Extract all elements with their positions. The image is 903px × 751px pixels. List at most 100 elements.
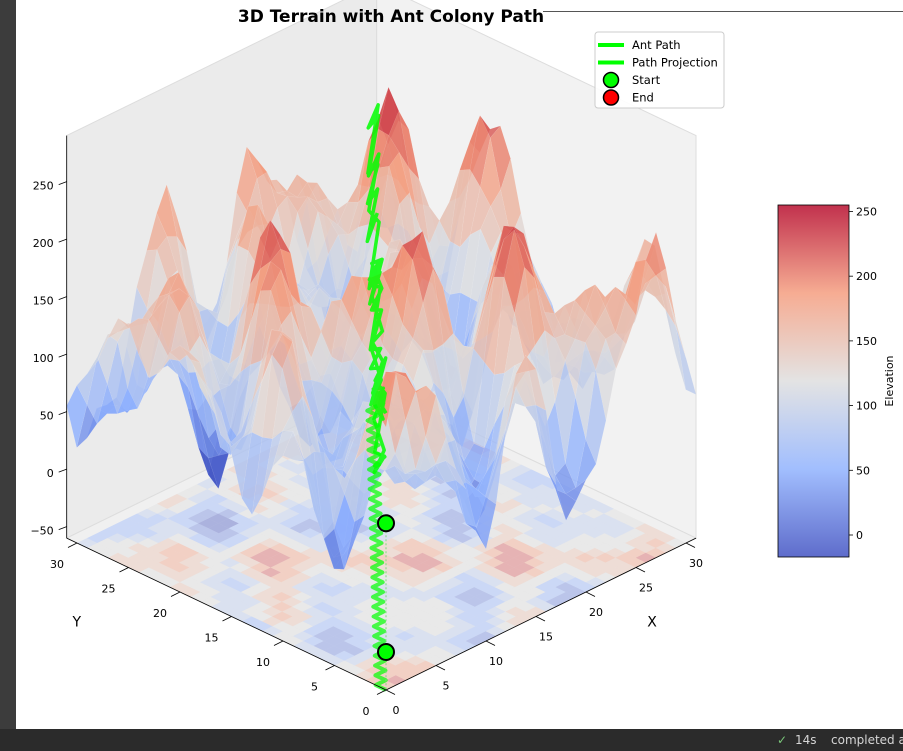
contour-cell: [484, 587, 505, 597]
contour-cell: [323, 616, 344, 627]
x-tick: [485, 640, 496, 646]
contour-cell: [392, 562, 413, 573]
contour-cell: [414, 621, 435, 632]
contour-cell: [415, 641, 436, 651]
contour-cell: [354, 641, 375, 651]
contour-cell: [353, 621, 374, 632]
contour-cell: [167, 523, 189, 534]
contour-cell: [553, 523, 574, 534]
colorbar-tick-label: 150: [856, 335, 877, 348]
z-tick-label: 50: [40, 410, 54, 423]
surface-facet: [266, 172, 288, 209]
contour-cell: [473, 552, 494, 563]
contour-cell: [394, 621, 415, 632]
surface-facet: [485, 429, 507, 505]
contour-cell: [583, 508, 604, 519]
surface-facet: [76, 356, 98, 406]
y-tick-label: 30: [50, 558, 64, 571]
contour-cell: [147, 503, 168, 514]
contour-cell: [252, 621, 273, 632]
contour-cell: [452, 533, 473, 543]
y-tick: [67, 542, 78, 548]
contour-cell: [463, 547, 484, 558]
legend-entry-label: Start: [632, 73, 661, 87]
contour-cell: [463, 577, 485, 588]
contour-cell: [127, 533, 148, 543]
contour-cell: [544, 567, 566, 578]
contour-cell: [334, 650, 355, 661]
contour-cell: [512, 503, 533, 514]
contour-cell: [293, 641, 314, 651]
contour-cell: [321, 567, 342, 578]
contour-cell: [220, 587, 241, 597]
contour-cell: [267, 474, 289, 485]
surface-facet: [534, 277, 556, 339]
y-tick-label: 15: [205, 632, 219, 645]
contour-cell: [443, 557, 464, 568]
surface-facet: [148, 338, 170, 379]
contour-cell: [342, 596, 363, 607]
contour-cell: [168, 533, 189, 543]
contour-cell: [238, 518, 260, 529]
contour-cell: [521, 469, 542, 480]
contour-cell: [303, 626, 324, 637]
contour-cell: [299, 518, 320, 529]
contour-cell: [494, 582, 515, 592]
contour-cell: [138, 567, 160, 578]
surface-facet: [443, 332, 464, 419]
contour-cell: [503, 557, 525, 568]
contour-cell: [385, 665, 406, 676]
contour-cell: [494, 592, 516, 602]
contour-cell: [443, 587, 465, 597]
contour-cell: [117, 518, 138, 529]
z-tick-label: 150: [33, 295, 54, 308]
contour-cell: [544, 547, 565, 558]
contour-cell: [97, 547, 118, 558]
contour-cell: [513, 523, 534, 534]
surface-facet: [495, 386, 517, 465]
surface-facet: [293, 459, 314, 510]
surface-facet: [317, 211, 339, 256]
contour-cell: [197, 479, 218, 490]
contour-cell: [614, 533, 636, 543]
contour-cell: [127, 513, 148, 524]
z-tick: [58, 468, 67, 473]
surface-facet: [107, 317, 129, 339]
contour-cell: [514, 572, 535, 583]
contour-cell: [251, 601, 272, 612]
contour-cell: [545, 577, 566, 588]
contour-cell: [280, 567, 302, 578]
contour-cell: [532, 494, 553, 504]
surface-facet: [484, 399, 506, 475]
contour-cell: [291, 572, 312, 583]
contour-cell: [383, 587, 404, 597]
contour-cell: [511, 484, 533, 494]
surface-facet: [445, 460, 467, 490]
contour-cell: [605, 557, 626, 568]
contour-cell: [167, 503, 188, 514]
contour-cell: [543, 528, 564, 539]
contour-cell: [77, 538, 98, 548]
contour-cell: [217, 489, 238, 499]
contour-cell: [230, 582, 251, 592]
contour-cell: [583, 498, 604, 509]
contour-cell: [433, 582, 454, 592]
contour-cell: [421, 508, 442, 519]
x-axis-label: X: [647, 614, 657, 630]
contour-cell: [615, 543, 636, 553]
contour-cell: [288, 484, 309, 494]
contour-cell: [522, 498, 543, 509]
surface-facet: [473, 424, 495, 486]
contour-cell: [218, 518, 239, 529]
surface-facet: [298, 286, 320, 310]
contour-cell: [280, 557, 301, 568]
contour-cell: [544, 557, 565, 568]
surface-facet: [655, 268, 677, 322]
contour-cell: [593, 513, 615, 524]
contour-cell: [483, 547, 504, 558]
x-tick-label: 20: [589, 606, 603, 619]
chart-title: 3D Terrain with Ant Colony Path: [238, 7, 544, 27]
contour-cell: [384, 626, 405, 637]
contour-cell: [634, 523, 656, 534]
contour-cell: [272, 611, 293, 622]
